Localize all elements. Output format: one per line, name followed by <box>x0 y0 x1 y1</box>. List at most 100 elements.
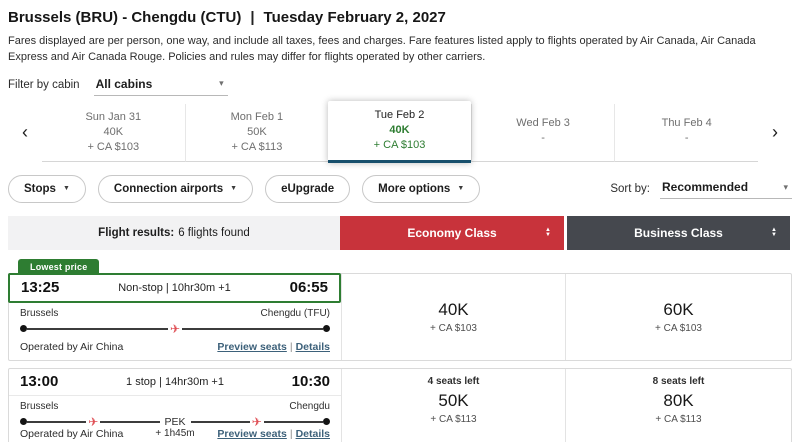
link-separator: | <box>289 340 293 353</box>
flight-info-cell: 13:00 1 stop | 14hr30m +1 10:30 Brussels… <box>9 369 341 442</box>
sort-by-select[interactable]: Recommended ▾ <box>660 178 792 200</box>
stops-filter-label: Stops <box>24 182 56 195</box>
route-line: ✈ PEK ✈ <box>20 414 331 429</box>
route-diagram: Brussels Chengdu ✈ PEK ✈ + 1h45m <box>9 396 341 439</box>
route-segment <box>182 327 323 330</box>
airplane-icon: ✈ <box>88 414 99 429</box>
date-tab-label: Tue Feb 2 <box>374 109 425 122</box>
chevron-right-icon: › <box>772 122 778 143</box>
caret-down-icon: ▼ <box>545 231 551 238</box>
economy-fare-cell[interactable]: 40K + CA $103 <box>341 273 565 360</box>
chevron-left-icon: ‹ <box>22 122 28 143</box>
date-tab-tue-feb-2-selected[interactable]: Tue Feb 2 40K + CA $103 <box>328 100 471 163</box>
destination-dot <box>323 418 331 426</box>
fare-cash: + CA $113 <box>430 413 477 425</box>
caret-down-icon: ▼ <box>457 185 465 193</box>
flight-links: Preview seats | Details <box>217 341 330 353</box>
route-segment <box>27 420 87 423</box>
fare-points: 80K <box>663 390 694 410</box>
cabin-filter-row: Filter by cabin All cabins ▾ <box>8 75 792 96</box>
business-fare-cell[interactable]: 8 seats left 80K + CA $113 <box>565 368 791 442</box>
connection-airports-filter-button[interactable]: Connection airports ▼ <box>97 174 254 203</box>
economy-fare-cell[interactable]: 4 seats left 50K + CA $113 <box>341 368 565 442</box>
operated-by-text: Operated by Air China <box>20 427 124 440</box>
sort-arrows-icon: ▲ ▼ <box>771 227 777 238</box>
fare-cash: + CA $103 <box>430 322 477 334</box>
more-options-filter-label: More options <box>378 182 451 195</box>
sort-by-label: Sort by: <box>610 182 650 195</box>
date-tab-points: - <box>541 132 545 145</box>
details-link[interactable]: Details <box>295 427 330 440</box>
origin-city: Brussels <box>20 307 59 319</box>
results-header: Flight results: 6 flights found Economy … <box>8 215 792 250</box>
route-diagram: Brussels Chengdu (TFU) ✈ <box>9 303 341 341</box>
preview-seats-link[interactable]: Preview seats <box>217 427 287 440</box>
preview-seats-link[interactable]: Preview seats <box>217 340 287 353</box>
cabin-filter-label: Filter by cabin <box>8 79 80 92</box>
operated-by-row: Operated by Air China Preview seats | Deta… <box>9 428 341 442</box>
route-segment <box>27 327 168 330</box>
origin-dot <box>20 418 27 426</box>
stops-filter-button[interactable]: Stops ▼ <box>8 174 86 203</box>
date-tab-label: Thu Feb 4 <box>661 117 712 130</box>
operated-by-text: Operated by Air China <box>20 340 124 353</box>
route-cities: Brussels Chengdu <box>20 401 330 412</box>
airplane-icon: ✈ <box>251 414 262 429</box>
flight-results-summary: Flight results: 6 flights found <box>8 215 340 250</box>
date-tab-mon-feb-1[interactable]: Mon Feb 1 50K + CA $113 <box>184 103 329 162</box>
date-tab-thu-feb-4[interactable]: Thu Feb 4 - <box>614 103 758 162</box>
arrival-time: 06:55 <box>289 279 328 297</box>
cabin-filter-value: All cabins <box>95 76 153 91</box>
business-class-label: Business Class <box>634 225 723 240</box>
airplane-icon: ✈ <box>169 321 181 336</box>
date-tab-points: 50K <box>247 126 267 139</box>
departure-time: 13:25 <box>21 279 60 297</box>
date-tabs: Sun Jan 31 40K + CA $103 Mon Feb 1 50K +… <box>42 100 758 163</box>
date-tab-wed-feb-3[interactable]: Wed Feb 3 - <box>470 103 615 162</box>
title-separator: | <box>250 9 255 26</box>
date-tab-cash: + CA $103 <box>373 139 426 152</box>
business-class-column-header[interactable]: Business Class ▲ ▼ <box>564 215 790 250</box>
fare-points: 40K <box>438 299 469 319</box>
chevron-down-icon: ▾ <box>219 78 224 89</box>
economy-class-column-header[interactable]: Economy Class ▲ ▼ <box>340 215 564 250</box>
origin-city: Brussels <box>20 400 59 412</box>
business-fare-cell[interactable]: 60K + CA $103 <box>565 273 791 360</box>
fare-cash: + CA $113 <box>655 413 702 425</box>
route-segment <box>100 420 160 423</box>
date-tab-cash: + CA $103 <box>87 141 140 154</box>
fare-points: 60K <box>663 299 694 319</box>
destination-city: Chengdu (TFU) <box>260 307 330 319</box>
route-cities: Brussels Chengdu (TFU) <box>20 308 330 319</box>
fare-disclaimer: Fares displayed are per person, one way,… <box>8 35 756 63</box>
sort-arrows-icon: ▲ ▼ <box>545 226 551 238</box>
economy-class-label: Economy Class <box>407 225 497 240</box>
destination-city: Chengdu <box>289 400 330 412</box>
cabin-filter-select[interactable]: All cabins ▾ <box>93 75 228 96</box>
flight-links: Preview seats | Details <box>217 428 330 440</box>
seats-left: 8 seats left <box>652 375 705 387</box>
caret-up-icon: ▲ <box>545 226 551 233</box>
eupgrade-filter-button[interactable]: eUpgrade <box>265 174 351 203</box>
caret-down-icon: ▼ <box>230 185 238 193</box>
route-segment <box>190 420 250 423</box>
layover-duration: + 1h45m <box>155 427 195 439</box>
prev-date-button[interactable]: ‹ <box>8 104 42 162</box>
route-segment <box>263 420 324 423</box>
stopover-airport-code: PEK <box>164 415 186 428</box>
date-tab-points: - <box>684 132 689 145</box>
more-options-filter-button[interactable]: More options ▼ <box>362 174 481 203</box>
route-line: ✈ <box>20 323 330 335</box>
flight-results-label: Flight results: <box>98 226 175 239</box>
date-tab-label: Mon Feb 1 <box>230 111 284 124</box>
date-tab-label: Wed Feb 3 <box>516 117 570 130</box>
next-date-button[interactable]: › <box>758 104 792 162</box>
flight-times-row: 13:00 1 stop | 14hr30m +1 10:30 <box>9 369 341 396</box>
details-link[interactable]: Details <box>295 340 330 353</box>
eupgrade-filter-label: eUpgrade <box>281 182 335 195</box>
date-tab-sun-jan-31[interactable]: Sun Jan 31 40K + CA $103 <box>42 103 185 162</box>
page-title: Brussels (BRU) - Chengdu (CTU) | Tuesday F… <box>8 0 792 26</box>
fare-points: 50K <box>438 390 469 410</box>
date-carousel: ‹ Sun Jan 31 40K + CA $103 Mon Feb 1 50K… <box>8 100 792 163</box>
